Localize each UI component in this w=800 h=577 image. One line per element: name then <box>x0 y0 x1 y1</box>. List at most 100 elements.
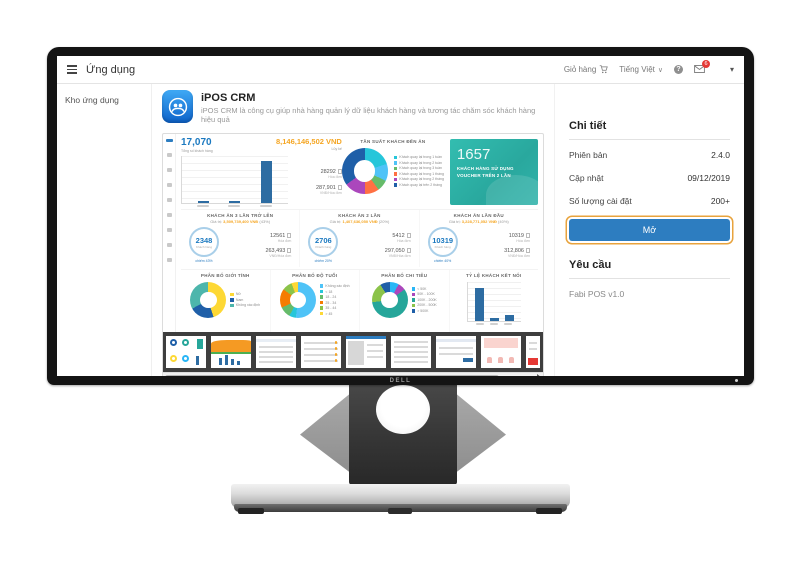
notification-badge: 6 <box>701 59 710 68</box>
monitor-stand-shadow-left <box>300 392 352 474</box>
screenshot-viewer: 17,070 Tổng số khách hàng 8,146,146,502 … <box>162 133 544 376</box>
frequency-title: TẦN SUẤT KHÁCH ĐẾN ĂN <box>360 139 426 144</box>
app-title: iPOS CRM <box>201 92 256 104</box>
legend-item: 35 - 44 <box>319 306 350 310</box>
screen: Ứng dụng Giỏ hàng Tiếng Việt ∨ ? <box>57 56 744 376</box>
legend-item: 18 - 24 <box>319 295 350 299</box>
requirements-title: Yêu cầu <box>569 259 730 279</box>
kpi-panel-returning-3plus: KHÁCH ĂN 3 LẦN TRỞ LÊN Giá trị: 3,509,73… <box>181 210 301 267</box>
total-revenue-label: Lũy kế <box>331 147 342 151</box>
app-description: iPOS CRM là công cụ giúp nhà hàng quản l… <box>201 106 536 124</box>
details-title: Chi tiết <box>569 120 730 140</box>
gender-distribution-panel: PHÂN BỐ GIỚI TÍNH Nữ Nam Không xác định <box>181 269 271 332</box>
kpi-panel-first-time: KHÁCH ĂN LẦN ĐẦU Giá trị: 3,228,771,052 … <box>420 210 538 267</box>
kpi-circle: 2348 Khách hàng <box>189 227 219 258</box>
voucher-card: 1657 KHÁCH HÀNG SỬ DỤNG VOUCHER TRÊN 2 L… <box>449 139 538 206</box>
spending-legend: < 50K 50K - 100K 100K - 200K 200K - 500K > 5… <box>411 287 437 313</box>
mini-gear-icon <box>166 243 172 247</box>
thumbnail-table-3[interactable] <box>391 336 431 368</box>
bar-axis-labels <box>467 322 521 325</box>
legend-item: Khách quay lại trong 3 tuần <box>393 166 444 170</box>
thumbnail-scrollbar[interactable] <box>163 372 543 376</box>
language-label: Tiếng Việt <box>619 65 655 74</box>
notifications-button[interactable]: 6 <box>694 59 710 75</box>
mini-bell-icon <box>166 228 172 232</box>
thumbnail-table-2[interactable] <box>301 336 341 368</box>
legend-item: 200K - 500K <box>411 303 437 307</box>
main-content: iPOS CRM iPOS CRM là công cụ giúp nhà hà… <box>152 84 554 376</box>
monitor-foot <box>536 508 562 514</box>
dashboard-screenshot[interactable]: 17,070 Tổng số khách hàng 8,146,146,502 … <box>163 134 543 332</box>
thumbnail-report[interactable] <box>436 336 476 368</box>
kpi-share-link: chiếm 43% <box>195 259 213 264</box>
legend-item: 100K - 200K <box>411 298 437 302</box>
voucher-count: 1657 <box>456 146 491 163</box>
power-led <box>735 379 738 382</box>
age-legend: Không xác định < 18 18 - 24 25 - 34 35 - 44 >… <box>319 284 350 316</box>
bills-value: 28292 <box>292 169 342 175</box>
thumbnail-promotion-2[interactable] <box>526 336 540 368</box>
left-sidebar: Kho ứng dụng <box>57 84 152 376</box>
menu-icon[interactable] <box>67 65 77 74</box>
bills-label: Hóa đơn <box>328 174 342 179</box>
top-app-bar: Ứng dụng Giỏ hàng Tiếng Việt ∨ ? <box>57 56 744 84</box>
mini-doc-icon <box>166 198 172 202</box>
ipos-crm-app-icon <box>162 90 193 123</box>
dashboard-mini-sidebar <box>163 134 176 332</box>
cart-button[interactable]: Giỏ hàng <box>563 65 609 74</box>
account-menu-caret[interactable]: ▾ <box>729 65 734 74</box>
mini-tag-icon <box>166 213 172 217</box>
gender-donut-chart <box>190 281 227 318</box>
monitor-bezel: DELL Ứng dụng Giỏ hàng Tiếng Việt ∨ ? <box>47 47 754 385</box>
customers-bar-chart <box>181 156 288 205</box>
connection-ratio-panel: TỶ LỆ KHÁCH KẾT NỐI <box>450 270 539 332</box>
age-donut-chart <box>279 281 316 318</box>
open-app-button[interactable]: Mở <box>569 219 730 241</box>
total-revenue-value: 8,146,146,502 VND <box>275 137 342 146</box>
monitor-foot <box>238 508 264 514</box>
bar <box>260 160 272 204</box>
mini-menu-icon <box>165 139 173 142</box>
thumbnail-promotion[interactable] <box>481 336 521 368</box>
thumbnail-area-chart[interactable] <box>211 336 251 368</box>
mini-chart-icon <box>166 168 172 172</box>
connection-bar-chart <box>466 281 521 322</box>
detail-row-updated: Cập nhật 09/12/2019 <box>569 173 730 183</box>
mini-more-icon <box>166 258 172 262</box>
legend-item: > 500K <box>411 309 437 313</box>
language-selector[interactable]: Tiếng Việt ∨ <box>619 65 663 74</box>
bar <box>474 287 484 321</box>
bar <box>198 201 210 204</box>
scrollbar-thumb[interactable] <box>165 374 500 376</box>
scroll-right-arrow[interactable] <box>537 374 541 376</box>
age-distribution-panel: PHÂN BỐ ĐỘ TUỔI Không xác định < 18 18 - 2… <box>271 269 360 332</box>
help-icon[interactable]: ? <box>673 65 683 74</box>
legend-item: > 45 <box>319 312 350 316</box>
thumbnail-settings-form[interactable] <box>346 336 386 368</box>
frequency-panel: TẦN SUẤT KHÁCH ĐẾN ĂN Khách quay lại tro… <box>341 137 444 207</box>
doc-icon <box>406 247 411 253</box>
cart-label: Giỏ hàng <box>563 65 597 74</box>
kpi-circle: 10319 Khách hàng <box>427 227 458 258</box>
bar <box>504 314 514 321</box>
legend-item: Không xác định <box>319 284 350 288</box>
legend-item: Không xác định <box>230 303 260 307</box>
people-icon <box>168 97 187 116</box>
kpi-share-link: chiếm 40% <box>433 259 452 264</box>
chevron-down-icon: ∨ <box>657 66 663 74</box>
doc-icon <box>287 232 292 238</box>
avg-value: 287,901 <box>292 185 342 191</box>
thumbnail-strip <box>163 332 543 372</box>
legend-item: Nam <box>230 298 260 302</box>
legend-item: < 18 <box>319 290 350 294</box>
summary-panel: 17,070 Tổng số khách hàng 8,146,146,502 … <box>181 137 342 208</box>
details-panel: Chi tiết Phiên bản 2.4.0 Cập nhật 09/12/20… <box>554 84 744 376</box>
sidebar-item-app-store[interactable]: Kho ứng dụng <box>65 95 119 105</box>
thumbnail-dashboard[interactable] <box>166 336 206 368</box>
cart-icon <box>600 65 609 74</box>
frequency-donut-chart <box>341 148 388 194</box>
gender-legend: Nữ Nam Không xác định <box>230 292 260 307</box>
doc-icon <box>287 247 292 253</box>
thumbnail-table-1[interactable] <box>256 336 296 368</box>
legend-item: 50K - 100K <box>411 292 437 296</box>
